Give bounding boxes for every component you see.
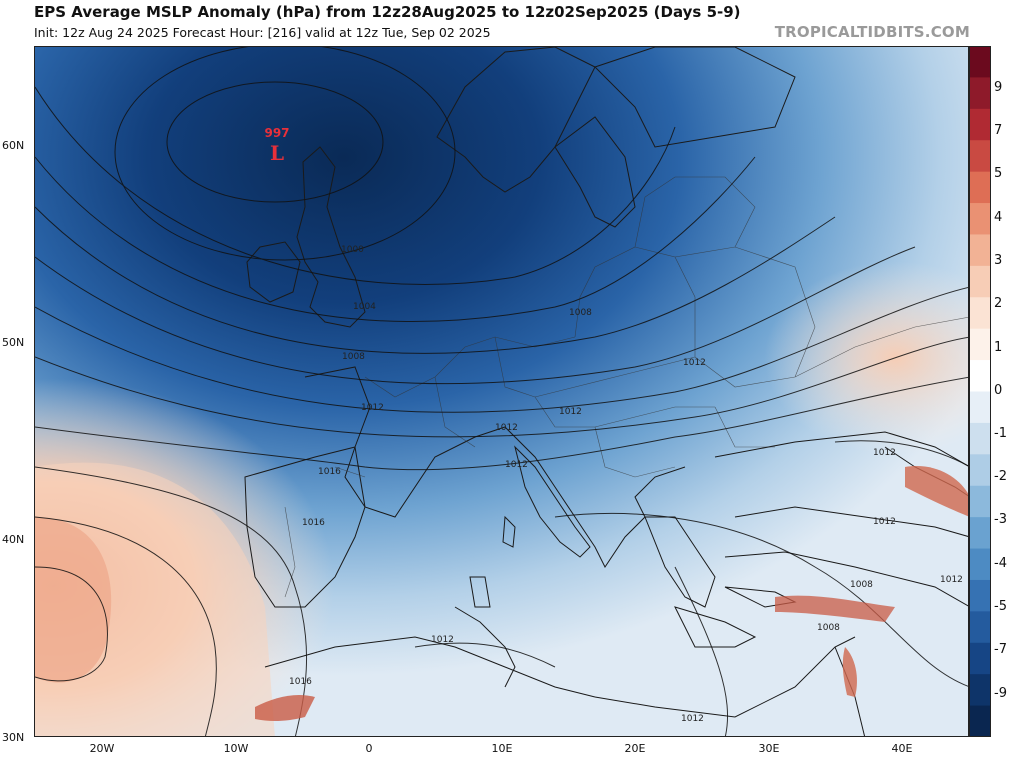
colorbar-cell <box>969 328 991 361</box>
colorbar-cell <box>969 140 991 173</box>
contour-label: 1016 <box>289 677 312 687</box>
colorbar-label: -9 <box>994 686 1007 701</box>
colorbar-label: 1 <box>994 340 1003 355</box>
colorbar-label: -2 <box>994 469 1007 484</box>
contour-labels: 1000 1004 1008 1008 1012 1012 1012 1012 … <box>289 245 963 724</box>
contour-label: 1012 <box>873 517 896 527</box>
colorbar-cell <box>969 705 991 737</box>
colorbar-cell <box>969 360 991 392</box>
colorbar-label: -4 <box>994 556 1007 571</box>
colorbar-cell <box>969 548 991 581</box>
contour-label: 1008 <box>850 580 873 590</box>
isobars <box>35 47 968 736</box>
contour-label: 1012 <box>361 403 384 413</box>
low-pressure-center: 997 L <box>264 126 289 165</box>
contour-label: 1004 <box>353 302 376 312</box>
lat-label: 40N <box>2 533 25 546</box>
colorbar-cell <box>969 297 991 330</box>
warm-core <box>35 517 112 683</box>
colorbar-label: 4 <box>994 210 1003 225</box>
country-borders <box>284 176 968 598</box>
colorbar-cell <box>969 642 991 675</box>
colorbar-cell <box>969 46 991 78</box>
colorbar-cell <box>969 265 991 298</box>
warm-band <box>35 462 275 736</box>
colorbar-label: -5 <box>994 599 1007 614</box>
map-title: EPS Average MSLP Anomaly (hPa) from 12z2… <box>34 3 741 21</box>
lon-label: 40E <box>891 742 913 755</box>
colorbar-frame <box>969 46 991 737</box>
map-panel: 1000 1004 1008 1008 1012 1012 1012 1012 … <box>34 46 969 737</box>
warm-terrain <box>255 466 968 722</box>
contour-label: 1012 <box>495 423 518 433</box>
lat-label: 30N <box>2 731 25 744</box>
contour-label: 1000 <box>341 245 364 255</box>
colorbar-cell <box>969 77 991 110</box>
colorbar-cells <box>969 46 991 737</box>
colorbar-label: -3 <box>994 512 1007 527</box>
low-center-value: 997 <box>264 126 289 140</box>
contour-label: 1016 <box>302 518 325 528</box>
colorbar-cell <box>969 674 991 707</box>
lat-label: 60N <box>2 139 25 152</box>
contour-label: 1008 <box>817 623 840 633</box>
colorbar-cell <box>969 454 991 487</box>
contour-label: 1012 <box>559 407 582 417</box>
contour-label: 1012 <box>681 714 704 724</box>
lon-label: 30E <box>758 742 780 755</box>
colorbar-label: 9 <box>994 80 1003 95</box>
contour-label: 1008 <box>342 352 365 362</box>
contour-label: 1012 <box>940 575 963 585</box>
colorbar-label: -7 <box>994 642 1007 657</box>
contour-label: 1012 <box>505 460 528 470</box>
colorbar-cell <box>969 485 991 518</box>
lon-label: 20W <box>89 742 115 755</box>
colorbar-cell <box>969 391 991 424</box>
map-subtitle: Init: 12z Aug 24 2025 Forecast Hour: [21… <box>34 25 491 40</box>
colorbar-cell <box>969 422 991 455</box>
colorbar-cell <box>969 611 991 644</box>
colorbar-cell <box>969 203 991 235</box>
colorbar-cell <box>969 234 991 267</box>
lon-label: 20E <box>624 742 646 755</box>
map-canvas: 1000 1004 1008 1008 1012 1012 1012 1012 … <box>35 47 968 736</box>
site-watermark[interactable]: TROPICALTIDBITS.COM <box>774 23 970 41</box>
low-center-symbol: L <box>270 141 284 165</box>
colorbar-cell <box>969 579 991 612</box>
colorbar-cell <box>969 517 991 550</box>
contour-label: 1008 <box>569 308 592 318</box>
colorbar-label: 0 <box>994 383 1003 398</box>
colorbar-cell <box>969 108 991 141</box>
colorbar-label: -1 <box>994 426 1007 441</box>
contour-label: 1012 <box>873 448 896 458</box>
colorbar-cell <box>969 171 991 204</box>
contour-label: 1012 <box>431 635 454 645</box>
lon-label: 10W <box>223 742 249 755</box>
lon-label: 10E <box>491 742 513 755</box>
colorbar-label: 7 <box>994 123 1003 138</box>
contour-label: 1012 <box>683 358 706 368</box>
colorbar-label: 2 <box>994 296 1003 311</box>
colorbar <box>969 46 991 737</box>
lat-label: 50N <box>2 336 25 349</box>
contour-label: 1016 <box>318 467 341 477</box>
lon-label: 0 <box>365 742 373 755</box>
colorbar-label: 3 <box>994 253 1003 268</box>
colorbar-label: 5 <box>994 166 1003 181</box>
